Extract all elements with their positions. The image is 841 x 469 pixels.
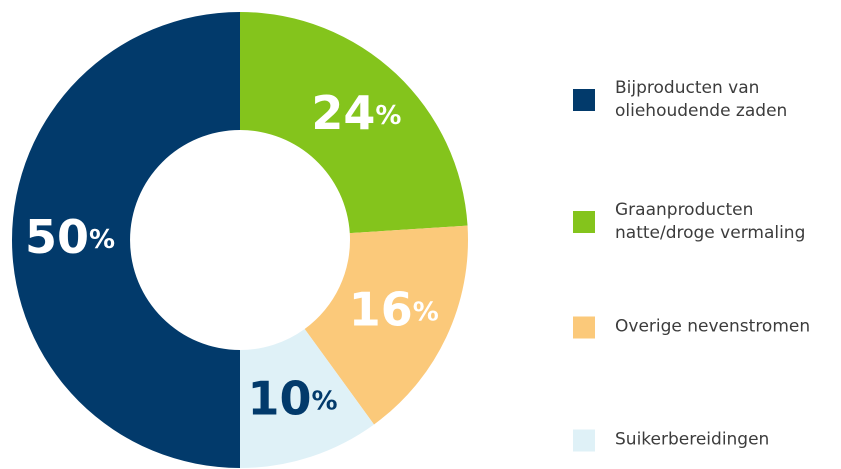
legend-label: Suikerbereidingen [615, 429, 770, 450]
value-label: 16% [349, 282, 439, 336]
chart: 24% 16%10% 50% [12, 12, 468, 468]
legend-swatch [573, 316, 595, 338]
value-label: 50% [25, 210, 115, 264]
legend-swatch [573, 211, 595, 233]
legend-label: Graanproducten natte/droge vermaling [615, 200, 806, 243]
legend-item: Graanproducten natte/droge vermaling [573, 199, 805, 245]
value-label: 10% [247, 371, 337, 425]
donut-segment [12, 12, 240, 468]
legend-swatch [573, 89, 595, 111]
legend-item: Bijproducten van oliehoudende zaden [573, 77, 787, 123]
donut-segment [240, 12, 468, 234]
value-label: 24% [311, 86, 401, 140]
donut-segment [304, 225, 468, 425]
legend-item: Suikerbereidingen [573, 429, 769, 452]
legend-swatch [573, 429, 595, 451]
legend-item: Overige nevenstromen [573, 316, 810, 339]
legend: Bijproducten van oliehoudende zaden Graan… [573, 0, 841, 469]
legend-label: Bijproducten van oliehoudende zaden [615, 78, 788, 121]
donut-segment [240, 328, 375, 468]
legend-label: Overige nevenstromen [615, 316, 811, 337]
